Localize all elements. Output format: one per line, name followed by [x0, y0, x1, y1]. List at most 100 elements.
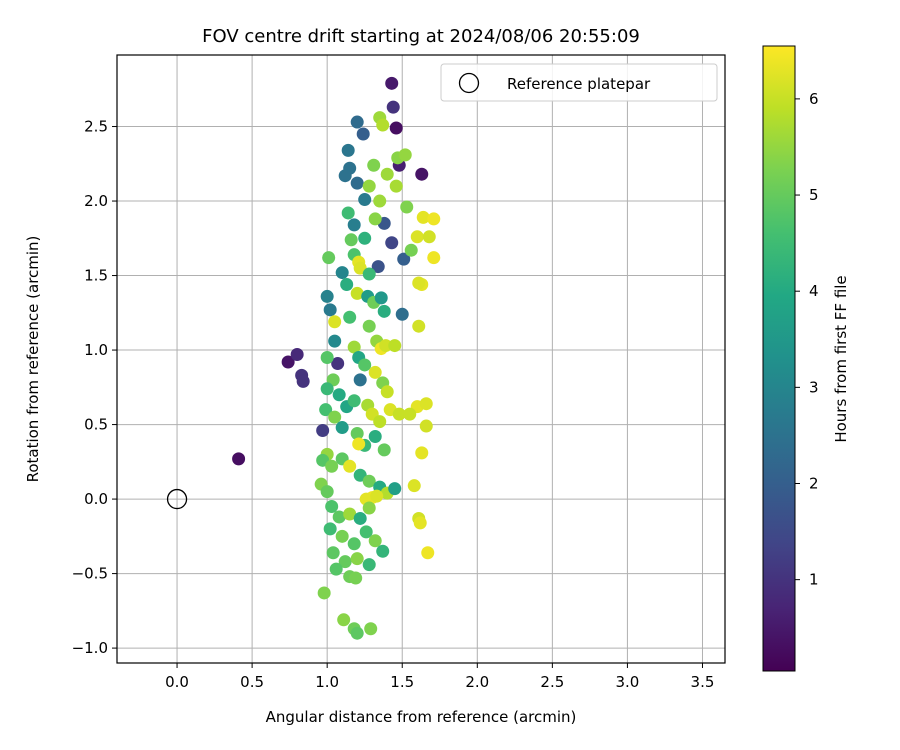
data-point [389, 179, 403, 193]
colorbar-tick-label: 3 [809, 378, 819, 396]
data-point [326, 546, 340, 560]
data-point [385, 236, 399, 250]
data-point [325, 459, 339, 473]
x-tick-label: 2.5 [540, 673, 564, 691]
data-point [353, 511, 367, 525]
grid-lines [117, 55, 725, 663]
x-tick-label: 3.5 [691, 673, 715, 691]
data-point [358, 231, 372, 245]
data-point [358, 358, 372, 372]
y-tick-label: 0.0 [84, 490, 108, 508]
data-point [317, 586, 331, 600]
data-point [356, 127, 370, 141]
data-point [368, 534, 382, 548]
data-point [415, 446, 429, 460]
data-point [323, 522, 337, 536]
data-point [427, 212, 441, 226]
colorbar-label: Hours from first FF file [832, 275, 850, 442]
data-point [352, 437, 366, 451]
y-tick-label: −1.0 [72, 639, 108, 657]
data-point [347, 340, 361, 354]
data-point [350, 176, 364, 190]
data-point [343, 310, 357, 324]
colorbar-tick-label: 5 [809, 186, 819, 204]
data-point [332, 388, 346, 402]
data-point [328, 410, 342, 424]
y-tick-label: −0.5 [72, 565, 108, 583]
data-point [373, 415, 387, 429]
data-point [362, 474, 376, 488]
x-tick-label: 1.0 [315, 673, 339, 691]
data-point [329, 562, 343, 576]
legend-label: Reference platepar [507, 75, 651, 93]
x-tick-label: 2.0 [465, 673, 489, 691]
data-point [368, 429, 382, 443]
data-point [332, 510, 346, 524]
data-point [347, 537, 361, 551]
x-tick-label: 1.5 [390, 673, 414, 691]
data-point [325, 500, 339, 514]
legend-box [440, 63, 718, 102]
data-point [320, 351, 334, 365]
data-point [364, 622, 378, 636]
data-point [400, 200, 414, 214]
data-point [413, 516, 427, 530]
data-point [370, 489, 384, 503]
data-point [379, 339, 393, 353]
data-point [419, 419, 433, 433]
data-point [415, 167, 429, 181]
y-tick-label: 0.5 [84, 416, 108, 434]
y-tick-label: 1.5 [84, 267, 108, 285]
data-point [320, 485, 334, 499]
data-point [362, 319, 376, 333]
chart-title: FOV centre drift starting at 2024/08/06 … [202, 26, 640, 47]
data-point [340, 277, 354, 291]
data-point [350, 115, 364, 129]
data-point [416, 210, 430, 224]
y-tick-label: 2.5 [84, 118, 108, 136]
data-point [337, 613, 351, 627]
y-tick-label: 1.0 [84, 341, 108, 359]
data-point [419, 397, 433, 411]
data-point [412, 319, 426, 333]
data-point [335, 529, 349, 543]
data-point [385, 76, 399, 90]
data-point [407, 479, 421, 493]
data-point [322, 251, 336, 265]
data-point [338, 169, 352, 183]
data-point [404, 243, 418, 257]
data-point [359, 525, 373, 539]
data-point [350, 286, 364, 300]
data-point [338, 555, 352, 569]
data-point [368, 212, 382, 226]
data-point [320, 289, 334, 303]
data-point [377, 443, 391, 457]
data-point [427, 251, 441, 265]
legend: Reference platepar [440, 63, 718, 102]
data-point [362, 501, 376, 515]
data-point [320, 382, 334, 396]
data-point [343, 459, 357, 473]
colorbar [762, 45, 796, 672]
data-point [421, 546, 435, 560]
data-point [388, 339, 402, 353]
data-point [328, 315, 342, 329]
x-axis-label: Angular distance from reference (arcmin) [266, 708, 577, 726]
x-tick-label: 0.5 [240, 673, 264, 691]
data-point [341, 143, 355, 157]
data-point [350, 427, 364, 441]
data-point [350, 552, 364, 566]
data-points [232, 76, 441, 640]
x-tick-label: 0.0 [165, 673, 189, 691]
data-point [341, 206, 355, 220]
data-point [362, 267, 376, 281]
data-point [353, 373, 367, 387]
data-point [388, 482, 402, 496]
data-point [376, 544, 390, 558]
colorbar-ticks: 1 2 3 4 5 6 [795, 90, 819, 589]
data-point [350, 626, 364, 640]
data-point [319, 403, 333, 417]
data-point [349, 571, 363, 585]
colorbar-tick-label: 4 [809, 282, 819, 300]
